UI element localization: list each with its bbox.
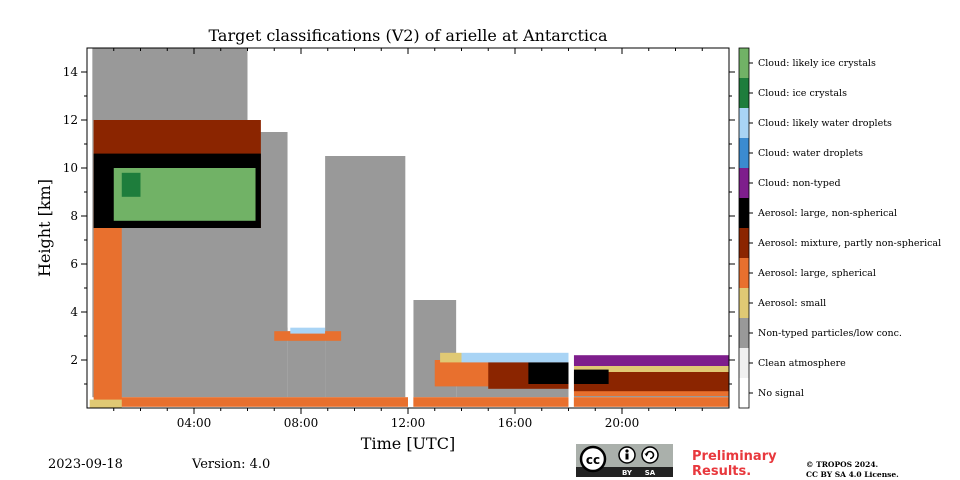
version-label: Version: 4.0 [192, 457, 271, 472]
class-region-9 [274, 331, 342, 341]
legend-label-11: Cloud: likely ice crystals [758, 58, 876, 69]
y-tick-label-1: 4 [70, 305, 78, 319]
preliminary-line-1: Preliminary [692, 449, 777, 464]
class-region-22 [121, 172, 141, 197]
class-region-17 [573, 372, 729, 392]
class-region-14 [573, 366, 729, 372]
class-region-2 [287, 331, 326, 398]
chart-title: Target classifications (V2) of arielle a… [209, 26, 608, 45]
axes: 04:00 08:00 12:00 16:00 20:00 2 4 6 8 10 12 14 [63, 47, 735, 430]
y-tick-label-4: 10 [63, 161, 78, 175]
class-region-19 [528, 362, 569, 384]
legend-swatch-4 [739, 258, 749, 288]
colorbar-frame [738, 47, 750, 409]
legend-swatch-9 [739, 108, 749, 138]
svg-text:cc: cc [586, 453, 600, 467]
legend-swatch-7 [739, 168, 749, 198]
legend-label-10: Cloud: ice crystals [758, 88, 847, 99]
by-attribution-icon [618, 446, 636, 464]
legend-label-9: Cloud: likely water droplets [758, 118, 892, 129]
class-region-26 [287, 48, 326, 328]
cc-logo-icon: cc [579, 445, 607, 473]
class-region-27 [408, 48, 414, 408]
legend-swatch-6 [739, 198, 749, 228]
y-tick-label-6: 14 [63, 65, 79, 79]
preliminary-line-2: Results. [692, 464, 752, 479]
copyright-line-2: CC BY SA 4.0 License. [806, 470, 899, 479]
legend-label-0: No signal [758, 388, 804, 399]
x-tick-label-2: 12:00 [391, 416, 426, 430]
legend-swatch-5 [739, 228, 749, 258]
copyright-line-1: © TROPOS 2024. [806, 460, 879, 469]
svg-text:SA: SA [645, 469, 656, 477]
legend-label-1: Clean atmosphere [758, 358, 846, 369]
colorbar-legend: No signal Clean atmosphere Non-typed parti… [738, 47, 941, 409]
legend-swatch-2 [739, 318, 749, 348]
x-tick-label-0: 04:00 [177, 416, 212, 430]
legend-swatch-1 [739, 348, 749, 378]
legend-swatch-11 [739, 48, 749, 78]
legend-label-2: Non-typed particles/low conc. [758, 328, 902, 339]
legend-swatch-8 [739, 138, 749, 168]
y-axis-label: Height [km] [35, 179, 54, 277]
plot-area [89, 48, 729, 408]
class-region-3 [325, 156, 406, 398]
legend-label-8: Cloud: water droplets [758, 148, 863, 159]
y-tick-label-2: 6 [70, 257, 78, 271]
class-region-28 [568, 48, 574, 408]
measurement-date: 2023-09-18 [48, 457, 123, 472]
cc-license-badge[interactable]: cc BY SA [576, 444, 673, 477]
legend-swatch-0 [739, 378, 749, 408]
class-region-23 [290, 327, 326, 334]
x-tick-label-1: 08:00 [284, 416, 319, 430]
legend-label-4: Aerosol: large, spherical [757, 268, 876, 279]
y-tick-label-0: 2 [70, 353, 78, 367]
preliminary-results-note: Preliminary Results. [692, 449, 777, 479]
legend-swatch-3 [739, 288, 749, 318]
x-axis-label: Time [UTC] [361, 434, 455, 453]
y-tick-label-3: 8 [70, 209, 78, 223]
share-alike-icon [641, 446, 659, 464]
class-region-20 [573, 369, 609, 384]
y-tick-label-5: 12 [63, 113, 78, 127]
legend-swatch-10 [739, 78, 749, 108]
x-tick-label-4: 20:00 [605, 416, 640, 430]
legend-label-3: Aerosol: small [757, 298, 826, 309]
legend-label-7: Cloud: non-typed [758, 178, 841, 189]
class-region-13 [440, 352, 462, 363]
copyright-notice: © TROPOS 2024. CC BY SA 4.0 License. [806, 460, 899, 480]
svg-text:BY: BY [622, 469, 633, 477]
x-tick-label-3: 16:00 [498, 416, 533, 430]
class-region-24 [461, 352, 569, 363]
class-region-12 [89, 399, 122, 408]
legend-label-6: Aerosol: large, non-spherical [757, 208, 897, 219]
legend-label-5: Aerosol: mixture, partly non-spherical [757, 238, 941, 249]
class-region-25 [573, 355, 729, 366]
